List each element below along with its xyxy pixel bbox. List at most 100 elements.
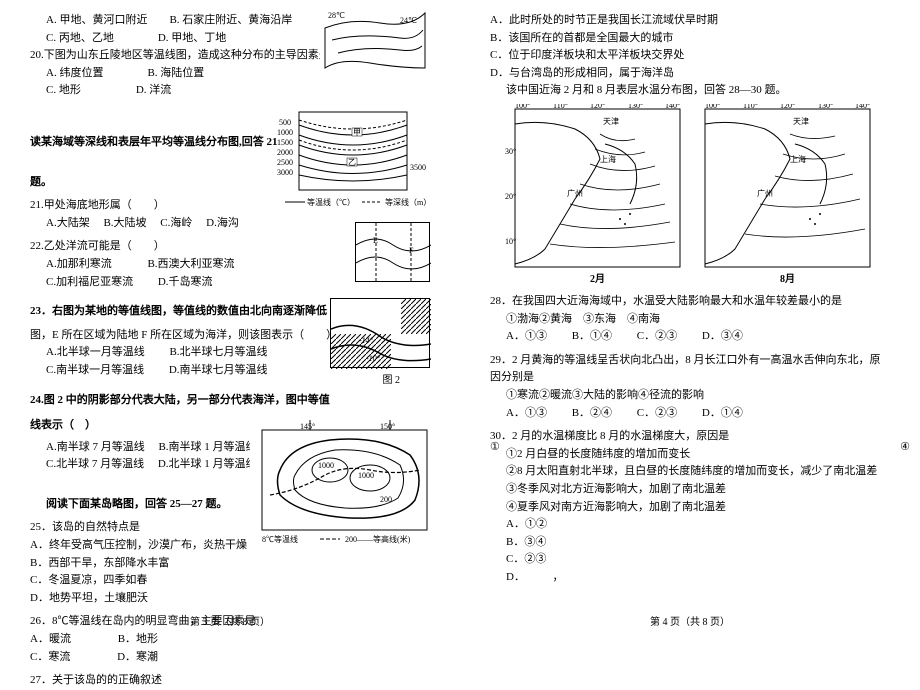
- opt: A. 纬度位置: [46, 67, 103, 79]
- svg-text:120°: 120°: [780, 104, 795, 110]
- label: 24℃: [400, 16, 417, 25]
- opt: C．②③: [637, 330, 677, 342]
- figure-ocean-depth-temp: 500 1000 1500 2000 2500 3000 3500 甲 乙 等温…: [277, 110, 432, 210]
- svg-text:1000: 1000: [277, 128, 293, 137]
- figure-2: -14° -10°: [330, 298, 430, 368]
- opt: C.南半球一月等温线: [46, 364, 144, 376]
- svg-text:2月: 2月: [590, 273, 605, 285]
- text: 题。: [30, 176, 52, 188]
- opt: D．与台湾岛的形成相同，属于海洋岛: [490, 65, 890, 83]
- svg-text:1500: 1500: [277, 138, 293, 147]
- svg-text:145°: 145°: [300, 422, 315, 431]
- opt: C．冬温夏凉，四季如春: [30, 572, 430, 590]
- fig2-caption: 图 2: [383, 373, 401, 389]
- opt: A．①②: [506, 516, 890, 534]
- opt: A．暖流: [30, 633, 71, 645]
- svg-text:F: F: [409, 246, 414, 255]
- stem: 29．2 月黄海的等温线呈舌状向北凸出，8 月长江口外有一高温水舌伸向东北，原因…: [490, 352, 890, 387]
- svg-text:140°: 140°: [855, 104, 870, 110]
- opt: B．该国所在的首都是全国最大的城市: [490, 30, 890, 48]
- opt: A．此时所处的时节正是我国长江流域伏旱时期: [490, 12, 890, 30]
- text: ①2 月白昼的长度随纬度的增加而变长: [506, 446, 890, 464]
- svg-text:上海: 上海: [600, 154, 616, 164]
- opt: D．③④: [702, 330, 743, 342]
- text: ①渤海②黄海 ③东海 ④南海: [506, 311, 890, 329]
- opt: B．①④: [572, 330, 612, 342]
- svg-text:上海: 上海: [790, 154, 806, 164]
- text: A. 甲地、黄河口附近: [46, 14, 147, 26]
- q27-options: A．此时所处的时节正是我国长江流域伏旱时期 B．该国所在的首都是全国最大的城市 …: [490, 12, 890, 82]
- instruction-28-30: 该中国近海 2 月和 8 月表层水温分布图，回答 28—30 题。: [506, 82, 890, 100]
- opt: B．②④: [572, 407, 612, 419]
- footer-right: 第 4 页（共 8 页）: [460, 615, 920, 631]
- question-27: 27．关于该岛的的正确叙述: [30, 672, 430, 690]
- svg-text:110°: 110°: [743, 104, 758, 110]
- opt: A．①③: [506, 407, 547, 419]
- svg-text:乙: 乙: [348, 158, 356, 167]
- opt: A．①③: [506, 330, 547, 342]
- opt: B. 海陆位置: [147, 67, 204, 79]
- svg-text:1000: 1000: [318, 461, 334, 470]
- svg-text:等温线（℃）: 等温线（℃）: [307, 197, 355, 207]
- opt: D. 洋流: [136, 84, 171, 96]
- svg-text:等深线（m）: 等深线（m）: [385, 197, 431, 207]
- svg-text:150°: 150°: [380, 422, 395, 431]
- text: C. 丙地、乙地: [46, 32, 114, 44]
- opt: C. 地形: [46, 84, 81, 96]
- svg-text:-10°: -10°: [366, 354, 381, 363]
- svg-text:200——等高线(米): 200——等高线(米): [345, 534, 411, 544]
- text: B. 石家庄附近、黄海沿岸: [169, 14, 292, 26]
- svg-text:天津: 天津: [603, 116, 619, 126]
- text: ④夏季风对南方近海影响大，加剧了南北温差: [506, 499, 890, 517]
- stem: 27．关于该岛的的正确叙述: [30, 672, 430, 690]
- opt: B．地形: [118, 633, 158, 645]
- opt: C.加利福尼亚寒流: [46, 276, 133, 288]
- opt: A.加那利寒流: [46, 258, 112, 270]
- opt: D．①④: [702, 407, 743, 419]
- opt: B.西澳大利亚寒流: [147, 258, 234, 270]
- svg-text:甲: 甲: [353, 128, 361, 137]
- opt: D．地势平坦，土壤肥沃: [30, 590, 430, 608]
- figure-ef-isoline: E F: [355, 222, 430, 282]
- text: 读某海域等深线和表层年平均等温线分布图,回答 21～22: [30, 136, 300, 148]
- svg-text:天津: 天津: [793, 116, 809, 126]
- svg-text:140°: 140°: [665, 104, 680, 110]
- opt: B.北半球七月等温线: [169, 346, 267, 358]
- text: ①寒流②暖流③大陆的影响④径流的影响: [506, 387, 890, 405]
- opt: B.南半球 1 月等温线: [158, 441, 256, 453]
- svg-text:130°: 130°: [818, 104, 833, 110]
- opt: D． ，: [506, 569, 890, 587]
- svg-text:30°: 30°: [505, 147, 516, 156]
- opt: D.千岛寒流: [158, 276, 213, 288]
- opt: C.海岭: [160, 217, 192, 229]
- opt: C．②③: [506, 551, 890, 569]
- stem: 30．2 月的水温梯度比 8 月的水温梯度大，原因是: [490, 428, 890, 446]
- svg-text:110°: 110°: [553, 104, 568, 110]
- svg-text:120°: 120°: [590, 104, 605, 110]
- opt: D.南半球七月等温线: [169, 364, 268, 376]
- bold-text: 24.图 2 中的阴影部分代表大陆，另一部分代表海洋，图中等值: [30, 394, 330, 406]
- svg-text:100°: 100°: [515, 104, 530, 110]
- text: ②8 月太阳直射北半球，且白昼的长度随纬度的增加而变长，减少了南北温差: [506, 463, 890, 481]
- question-29: 29．2 月黄海的等温线呈舌状向北凸出，8 月长江口外有一高温水舌伸向东北，原因…: [490, 352, 890, 422]
- opt: D.北半球 1 月等温线: [158, 458, 257, 470]
- opt: C.北半球 7 月等温线: [46, 458, 144, 470]
- svg-text:1000: 1000: [358, 471, 374, 480]
- svg-text:广州: 广州: [567, 188, 583, 198]
- opt: B.大陆坡: [103, 217, 146, 229]
- svg-text:8℃等温线: 8℃等温线: [262, 534, 298, 544]
- svg-text:2000: 2000: [277, 148, 293, 157]
- opt: B．西部干旱，东部降水丰富: [30, 555, 430, 573]
- opt: A.北半球一月等温线: [46, 346, 145, 358]
- svg-text:500: 500: [279, 118, 291, 127]
- svg-text:8月: 8月: [780, 273, 795, 285]
- circled-4: ④: [900, 439, 910, 457]
- opt: A.大陆架: [46, 217, 90, 229]
- text: ③冬季风对北方近海影响大，加剧了南北温差: [506, 481, 890, 499]
- bold-text: 23．右图为某地的等值线图，等值线的数值由北向南逐渐降低: [30, 305, 327, 317]
- svg-text:3500: 3500: [410, 163, 426, 172]
- page-right: A．此时所处的时节正是我国长江流域伏旱时期 B．该国所在的首都是全国最大的城市 …: [460, 0, 920, 637]
- opt: D.海沟: [206, 217, 239, 229]
- svg-text:10°: 10°: [505, 237, 516, 246]
- opt: C．②③: [637, 407, 677, 419]
